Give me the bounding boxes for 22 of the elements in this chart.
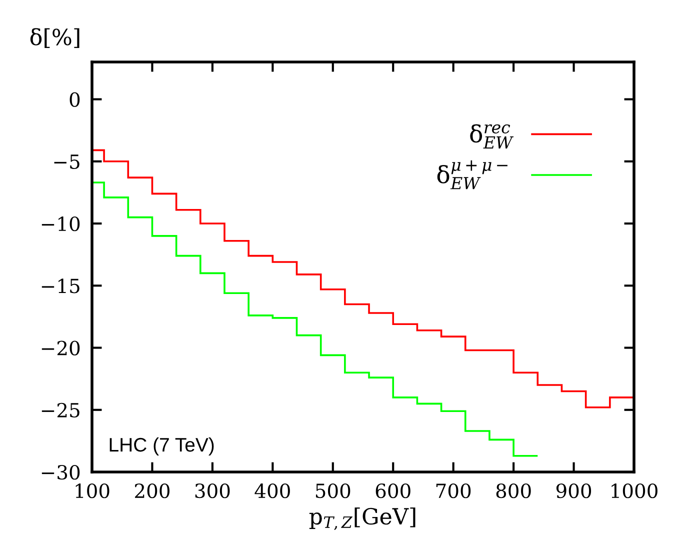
y-axis-title: δ[%] xyxy=(30,28,80,48)
legend-label: δ$^{rec}$$_{EW}$ xyxy=(470,124,514,148)
x-tick-label: 1000 xyxy=(612,483,658,498)
legend-label: δ$^{μ+μ−}$$_{EW}$ xyxy=(437,160,508,190)
x-axis-title: p$_{T,Z}$[GeV] xyxy=(309,507,416,530)
y-tick-label: −30 xyxy=(42,464,80,480)
x-tick-label: 500 xyxy=(316,483,350,498)
x-tick-label: 900 xyxy=(556,483,592,498)
x-tick-label: 400 xyxy=(254,483,290,498)
x-tick-label: 700 xyxy=(436,483,471,498)
x-tick-label: 300 xyxy=(195,483,230,498)
x-tick-label: 600 xyxy=(376,483,410,498)
annotation: LHC (7 TeV) xyxy=(110,437,214,456)
y-tick-label: 0 xyxy=(70,92,80,107)
x-tick-label: 800 xyxy=(496,483,531,498)
y-tick-label: −20 xyxy=(42,340,80,356)
y-tick-label: −5 xyxy=(54,154,80,170)
y-tick-label: −15 xyxy=(42,278,80,294)
x-tick-label: 100 xyxy=(76,483,110,498)
x-tick-label: 200 xyxy=(134,483,170,498)
y-tick-label: −10 xyxy=(42,216,80,232)
y-tick-label: −25 xyxy=(42,402,80,418)
